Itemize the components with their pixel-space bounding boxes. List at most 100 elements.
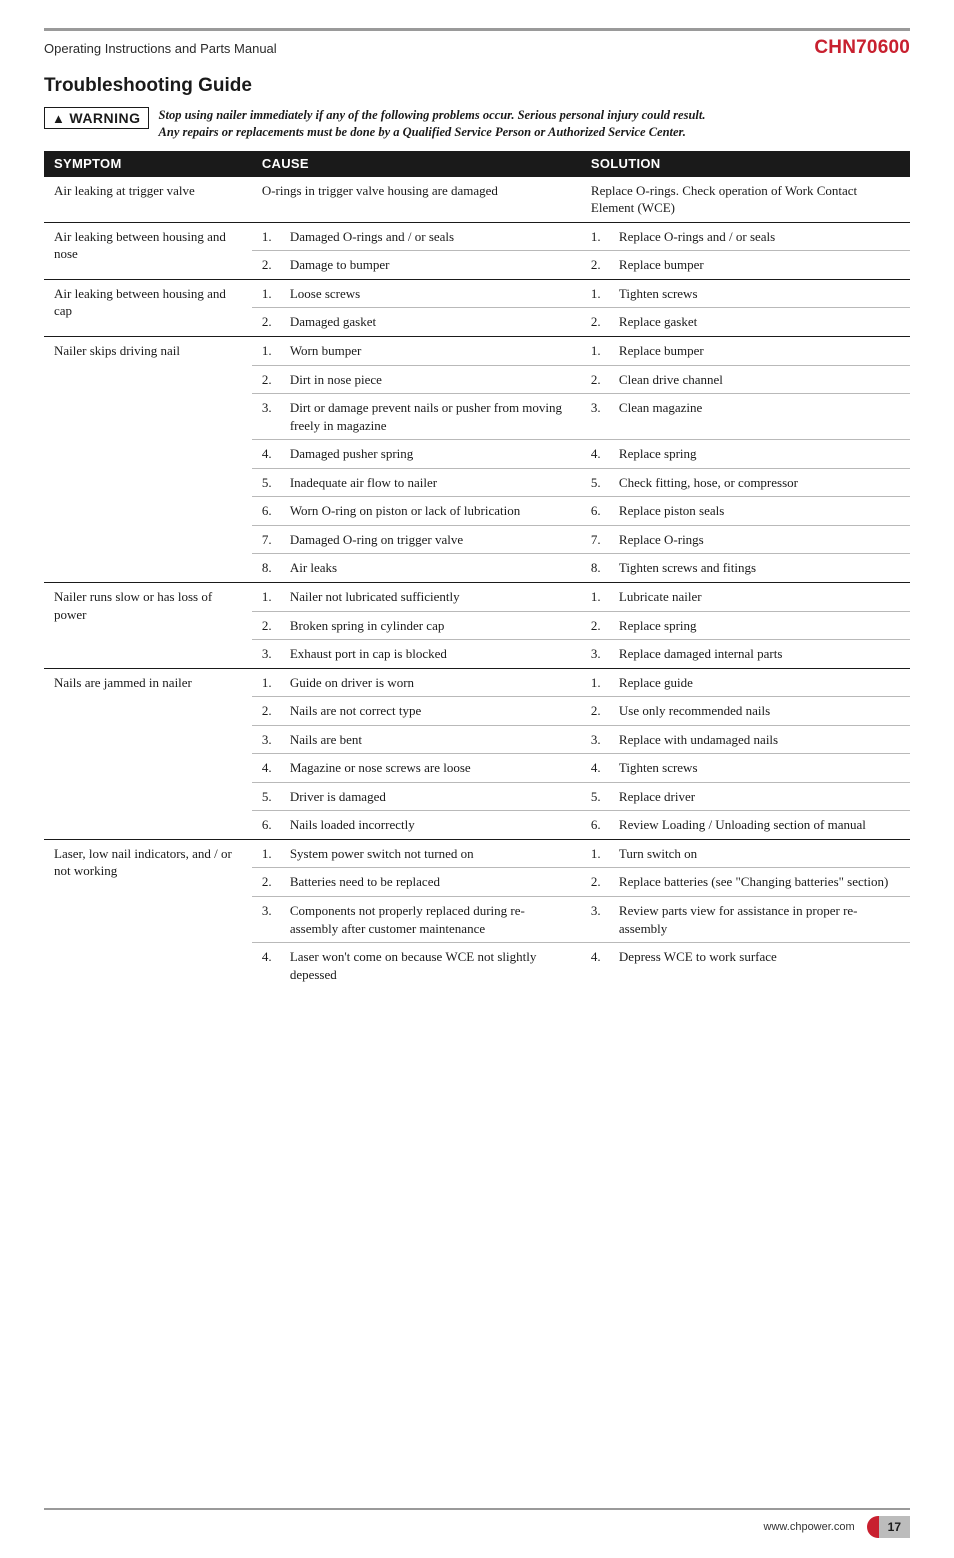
- cause-cell: 4.Damaged pusher spring: [252, 440, 581, 469]
- numbered-item: 3.Nails are bent: [262, 731, 571, 749]
- symptom-cell: Air leaking between housing and nose: [44, 222, 252, 279]
- cause-text: Nails are bent: [290, 731, 362, 749]
- table-body: Air leaking at trigger valveO-rings in t…: [44, 176, 910, 988]
- table-row: Nailer skips driving nail1.Worn bumper1.…: [44, 337, 910, 366]
- solution-cell: 5. Check fitting, hose, or compressor: [581, 468, 910, 497]
- cause-cell: 2. Dirt in nose piece: [252, 365, 581, 394]
- cause-text: Laser won't come on because WCE not slig…: [290, 948, 571, 983]
- cause-cell: 3.Nails are bent: [252, 725, 581, 754]
- numbered-item: 1.Guide on driver is worn: [262, 674, 571, 692]
- solution-text: Replace spring: [619, 445, 697, 463]
- cause-text: Dirt or damage prevent nails or pusher f…: [290, 399, 571, 434]
- page-header: Operating Instructions and Parts Manual …: [44, 37, 910, 59]
- numbered-item: 6.Worn O-ring on piston or lack of lubri…: [262, 502, 571, 520]
- item-number: 2.: [591, 371, 605, 389]
- numbered-item: 4.Replace spring: [591, 445, 900, 463]
- symptom-cell: Nailer skips driving nail: [44, 337, 252, 583]
- cause-cell: 1.System power switch not turned on: [252, 839, 581, 868]
- item-number: 2.: [591, 617, 605, 635]
- item-number: 7.: [262, 531, 276, 549]
- numbered-item: 3.Components not properly replaced durin…: [262, 902, 571, 937]
- solution-cell: 3.Review parts view for assistance in pr…: [581, 896, 910, 942]
- item-number: 5.: [262, 788, 276, 806]
- numbered-item: 2.Replace gasket: [591, 313, 900, 331]
- numbered-item: 5. Check fitting, hose, or compressor: [591, 474, 900, 492]
- numbered-item: 2.Batteries need to be replaced: [262, 873, 571, 891]
- solution-text: Replace driver: [619, 788, 695, 806]
- item-number: 1.: [262, 845, 276, 863]
- numbered-item: 2.Nails are not correct type: [262, 702, 571, 720]
- item-number: 1.: [262, 285, 276, 303]
- cause-cell: 4.Laser won't come on because WCE not sl…: [252, 943, 581, 989]
- troubleshooting-table: SYMPTOM CAUSE SOLUTION Air leaking at tr…: [44, 151, 910, 988]
- warning-text-line1: Stop using nailer immediately if any of …: [159, 108, 706, 122]
- cause-text: Air leaks: [290, 559, 337, 577]
- table-row: Nailer runs slow or has loss of power1.N…: [44, 582, 910, 611]
- numbered-item: 3.Review parts view for assistance in pr…: [591, 902, 900, 937]
- cause-cell: 5. Driver is damaged: [252, 782, 581, 811]
- cause-text: Batteries need to be replaced: [290, 873, 440, 891]
- solution-cell: 6.Review Loading / Unloading section of …: [581, 811, 910, 840]
- item-number: 3.: [262, 645, 276, 663]
- numbered-item: 1.Turn switch on: [591, 845, 900, 863]
- item-number: 2.: [591, 702, 605, 720]
- solution-text: Clean drive channel: [619, 371, 723, 389]
- page-container: Operating Instructions and Parts Manual …: [0, 0, 954, 1558]
- item-number: 2.: [262, 617, 276, 635]
- page-footer: www.chpower.com 17: [44, 1508, 910, 1538]
- cause-text: Worn bumper: [290, 342, 362, 360]
- cause-text: Magazine or nose screws are loose: [290, 759, 471, 777]
- item-number: 2.: [262, 256, 276, 274]
- numbered-item: 6.Review Loading / Unloading section of …: [591, 816, 900, 834]
- numbered-item: 2.Broken spring in cylinder cap: [262, 617, 571, 635]
- solution-cell: 1.Tighten screws: [581, 279, 910, 308]
- cause-text: Damaged pusher spring: [290, 445, 413, 463]
- cause-text: Nailer not lubricated sufficiently: [290, 588, 460, 606]
- cause-cell: 1.Guide on driver is worn: [252, 668, 581, 697]
- cause-text: Loose screws: [290, 285, 360, 303]
- numbered-item: 7. Damaged O-ring on trigger valve: [262, 531, 571, 549]
- cause-cell: 3.Components not properly replaced durin…: [252, 896, 581, 942]
- numbered-item: 4.Laser won't come on because WCE not sl…: [262, 948, 571, 983]
- table-row: Air leaking between housing and nose1.Da…: [44, 222, 910, 251]
- table-header: SYMPTOM CAUSE SOLUTION: [44, 151, 910, 177]
- cause-text: Nails are not correct type: [290, 702, 421, 720]
- section-title: Troubleshooting Guide: [44, 75, 910, 97]
- th-cause: CAUSE: [252, 151, 581, 177]
- solution-text: Tighten screws: [619, 759, 698, 777]
- numbered-item: 1. Worn bumper: [262, 342, 571, 360]
- solution-cell: 8.Tighten screws and fitings: [581, 554, 910, 583]
- numbered-item: 4. Magazine or nose screws are loose: [262, 759, 571, 777]
- item-number: 1.: [262, 342, 276, 360]
- solution-cell: 2.Use only recommended nails: [581, 697, 910, 726]
- numbered-item: 6.Replace piston seals: [591, 502, 900, 520]
- table-row: Nails are jammed in nailer1.Guide on dri…: [44, 668, 910, 697]
- cause-cell: 5.Inadequate air flow to nailer: [252, 468, 581, 497]
- warning-badge: ▲ WARNING: [44, 107, 149, 129]
- item-number: 5.: [591, 474, 605, 492]
- solution-cell: 2.Replace gasket: [581, 308, 910, 337]
- table-row: Air leaking at trigger valveO-rings in t…: [44, 176, 910, 222]
- cause-cell: 2.Broken spring in cylinder cap: [252, 611, 581, 640]
- cause-cell: 2.Batteries need to be replaced: [252, 868, 581, 897]
- item-number: 3.: [591, 731, 605, 749]
- cause-text: Dirt in nose piece: [290, 371, 382, 389]
- solution-text: Check fitting, hose, or compressor: [619, 474, 798, 492]
- solution-cell: 2.Replace spring: [581, 611, 910, 640]
- warning-text-line2: Any repairs or replacements must be done…: [159, 125, 686, 139]
- numbered-item: 2.Damaged gasket: [262, 313, 571, 331]
- item-number: 1.: [591, 845, 605, 863]
- cause-cell: 1. Worn bumper: [252, 337, 581, 366]
- item-number: 4.: [262, 759, 276, 777]
- cause-cell: 2.Nails are not correct type: [252, 697, 581, 726]
- numbered-item: 1.Replace O-rings and / or seals: [591, 228, 900, 246]
- solution-cell: 1.Lubricate nailer: [581, 582, 910, 611]
- item-number: 2.: [262, 313, 276, 331]
- item-number: 8.: [262, 559, 276, 577]
- item-number: 2.: [262, 371, 276, 389]
- numbered-item: 3.Dirt or damage prevent nails or pusher…: [262, 399, 571, 434]
- symptom-cell: Nailer runs slow or has loss of power: [44, 582, 252, 668]
- cause-text: Damaged O-ring on trigger valve: [290, 531, 463, 549]
- solution-cell: 4.Depress WCE to work surface: [581, 943, 910, 989]
- cause-text: Driver is damaged: [290, 788, 386, 806]
